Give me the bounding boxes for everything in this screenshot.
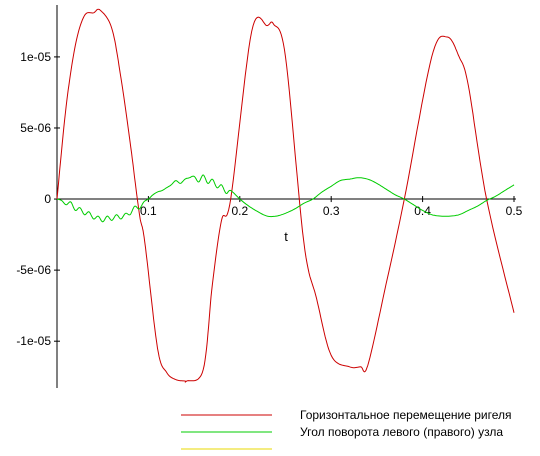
y-tick-label: -5e-06 [16,263,51,277]
series-line-2 [56,174,515,223]
axes: 0.1 0.2 0.3 0.4 0.5 1e-055e-060-5e-06-1e-05 … [16,5,523,388]
y-tick-label: 5e-06 [20,121,51,135]
series-line-1 [56,8,515,384]
x-axis-label: t [284,229,288,244]
x-tick-label: 0.5 [506,204,523,218]
y-tick-label: 0 [44,192,51,206]
x-tick-label: 0.2 [231,204,248,218]
y-tick-label: 1e-05 [20,50,51,64]
y-tick-label: -1e-05 [16,334,51,348]
legend: Горизонтальное перемещение ригеля Угол по… [181,408,511,450]
legend-label-1: Горизонтальное перемещение ригеля [300,408,511,422]
x-tick-label: 0.3 [323,204,340,218]
legend-label-2: Угол поворота левого (правого) узла [300,425,503,439]
y-ticks: 1e-05 5e-06 0 -5e-06 -1e-05 [16,50,60,348]
series-group [56,8,515,384]
x-tick-label: 0.1 [140,204,157,218]
